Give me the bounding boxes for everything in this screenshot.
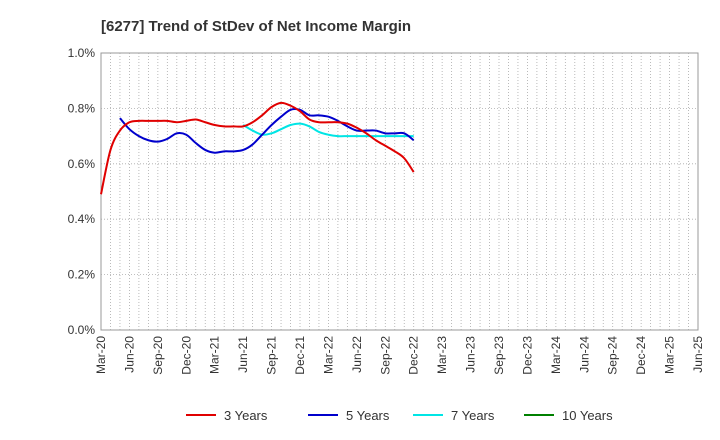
- y-tick-label: 0.0%: [68, 323, 96, 337]
- x-tick-label: Dec-21: [293, 336, 307, 375]
- x-tick-label: Sep-20: [151, 336, 165, 375]
- x-tick-label: Jun-20: [122, 336, 136, 373]
- y-tick-label: 0.4%: [68, 212, 96, 226]
- series-line-7-years: [242, 122, 414, 138]
- x-axis: Mar-20 Jun-20 Sep-20 Dec-20 Mar-21 Jun-21 Sep-…: [94, 336, 705, 375]
- grid-layer: [101, 53, 698, 330]
- y-tick-label: 0.2%: [68, 268, 96, 282]
- y-axis: 0.0% 0.2% 0.4% 0.6% 0.8% 1.0%: [68, 46, 96, 337]
- x-tick-label: Dec-24: [634, 336, 648, 375]
- x-tick-label: Jun-21: [236, 336, 250, 373]
- x-tick-label: Mar-21: [208, 336, 222, 374]
- x-tick-label: Dec-22: [407, 336, 421, 375]
- y-tick-label: 1.0%: [68, 46, 96, 60]
- x-tick-label: Jun-23: [464, 336, 478, 373]
- y-tick-label: 0.6%: [68, 157, 96, 171]
- x-tick-label: Mar-23: [435, 336, 449, 374]
- x-tick-label: Sep-22: [378, 336, 392, 375]
- x-tick-label: Jun-22: [350, 336, 364, 373]
- x-tick-label: Jun-24: [577, 336, 591, 373]
- plot-area: [100, 52, 699, 331]
- legend-label: 7 Years: [451, 408, 495, 423]
- x-tick-label: Sep-21: [265, 336, 279, 375]
- series-line-5-years: [119, 108, 415, 154]
- legend-label: 10 Years: [562, 408, 613, 423]
- legend-label: 5 Years: [346, 408, 390, 423]
- x-tick-label: Dec-23: [520, 336, 534, 375]
- x-tick-label: Mar-25: [663, 336, 677, 374]
- x-tick-label: Mar-24: [549, 336, 563, 374]
- series-layer: [100, 101, 415, 195]
- legend: 3 Years 5 Years 7 Years 10 Years: [186, 408, 613, 423]
- x-tick-label: Mar-20: [94, 336, 108, 374]
- x-tick-label: Mar-22: [321, 336, 335, 374]
- x-tick-label: Dec-20: [179, 336, 193, 375]
- legend-label: 3 Years: [224, 408, 268, 423]
- series-line-3-years: [100, 101, 415, 195]
- x-tick-label: Sep-24: [606, 336, 620, 375]
- x-tick-label: Sep-23: [492, 336, 506, 375]
- y-tick-label: 0.8%: [68, 101, 96, 115]
- x-tick-label: Jun-25: [691, 336, 705, 373]
- chart-title: [6277] Trend of StDev of Net Income Marg…: [101, 18, 411, 35]
